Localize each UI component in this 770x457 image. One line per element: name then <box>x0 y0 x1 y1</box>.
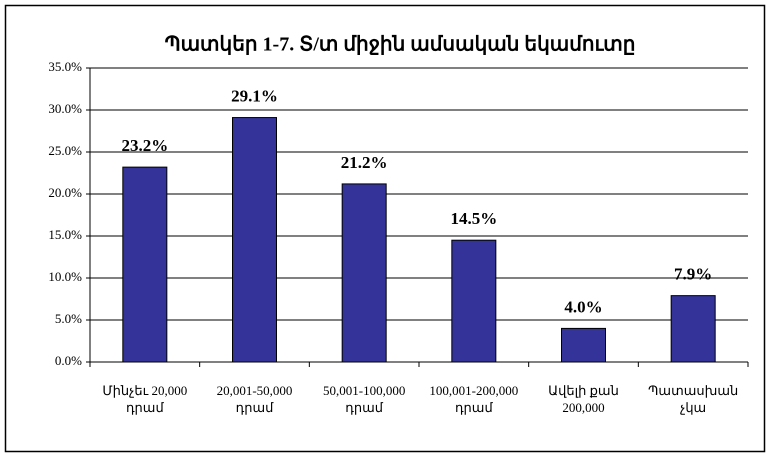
chart-title: Պատկեր 1-7. Տ/տ միջին ամսական եկամուտը <box>165 34 636 56</box>
bar <box>561 327 606 363</box>
data-label: 29.1% <box>231 86 278 105</box>
x-tick-label: Մինչեւ 20,000 դրամ <box>102 383 188 415</box>
bar <box>232 117 277 363</box>
data-label: 23.2% <box>121 136 168 155</box>
x-tick-label: 20,001-50,000 դրամ <box>216 383 293 415</box>
y-tick-label: 10.0% <box>48 269 82 284</box>
y-tick-label: 25.0% <box>48 143 82 158</box>
bar <box>670 295 716 363</box>
bar <box>451 239 497 363</box>
data-label: 14.5% <box>450 209 497 228</box>
y-tick-label: 0.0% <box>55 353 82 368</box>
y-tick-label: 15.0% <box>48 227 82 242</box>
x-tick-label: Պատասխան չկա <box>648 383 739 415</box>
y-tick-label: 35.0% <box>48 59 82 74</box>
y-tick-label: 5.0% <box>55 311 82 326</box>
data-label: 4.0% <box>564 297 602 316</box>
data-label: 7.9% <box>674 265 712 284</box>
data-label: 21.2% <box>341 153 388 172</box>
x-tick-label: Ավելի քան 200,000 <box>548 383 619 415</box>
bar <box>341 183 387 363</box>
x-tick-label: 100,001-200,000 դրամ <box>429 383 519 415</box>
bar <box>122 166 168 363</box>
y-tick-label: 30.0% <box>48 101 82 116</box>
x-tick-label: 50,001-100,000 դրամ <box>322 383 406 415</box>
y-tick-label: 20.0% <box>48 185 82 200</box>
